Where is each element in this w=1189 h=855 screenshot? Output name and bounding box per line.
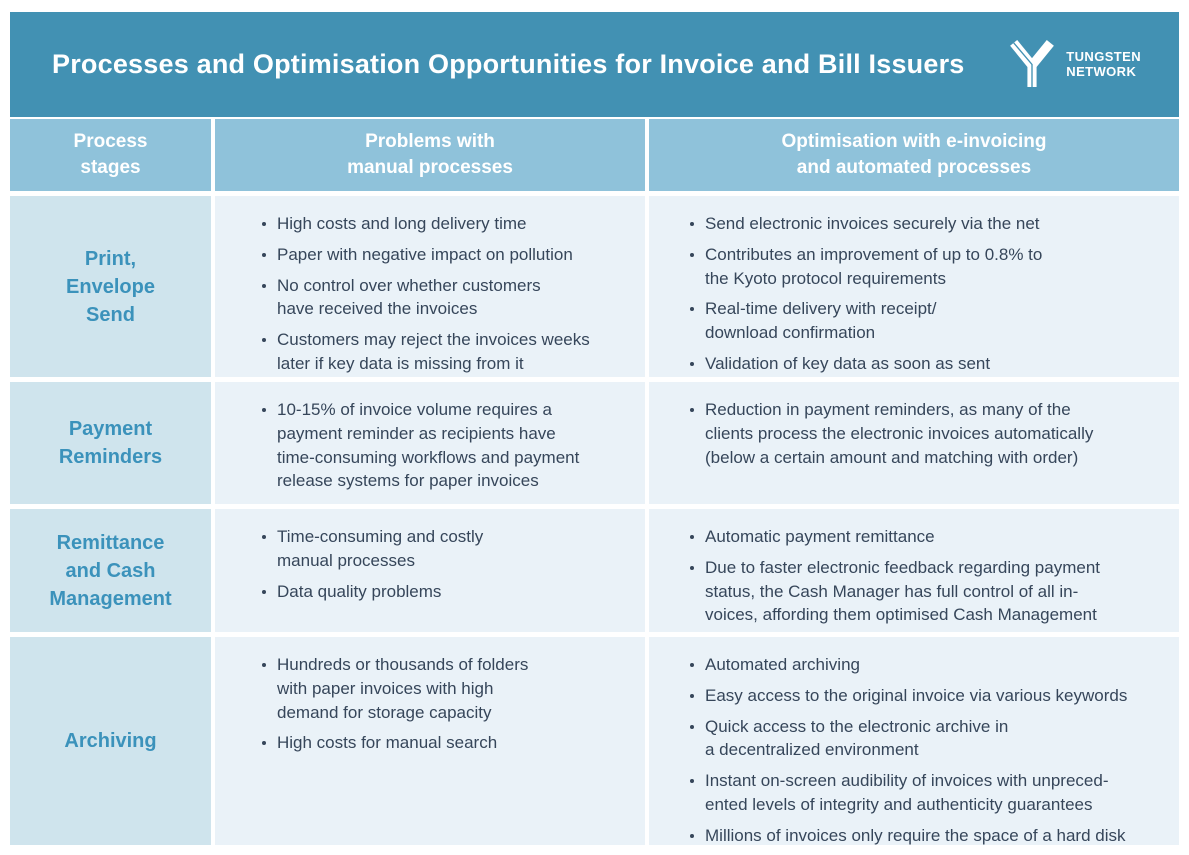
list-item: High costs and long delivery time	[261, 212, 633, 236]
list-item: Due to faster electronic feedback regard…	[689, 556, 1167, 627]
optimisation-cell-print: Send electronic invoices securely via th…	[649, 196, 1179, 377]
problems-cell-archiving: Hundreds or thousands of folders with pa…	[215, 637, 645, 845]
optimisation-cell-payment-reminders: Reduction in payment reminders, as many …	[649, 382, 1179, 504]
logo-wordmark: TUNGSTEN NETWORK	[1066, 50, 1141, 79]
bullet-list: Time-consuming and costly manual process…	[261, 525, 633, 603]
list-item: Time-consuming and costly manual process…	[261, 525, 633, 573]
optimisation-cell-remittance: Automatic payment remittance Due to fast…	[649, 509, 1179, 632]
bullet-list: 10-15% of invoice volume requires a paym…	[261, 398, 633, 493]
bullet-list: Reduction in payment reminders, as many …	[689, 398, 1167, 469]
logo-line-1: TUNGSTEN	[1066, 49, 1141, 65]
bullet-list: High costs and long delivery time Paper …	[261, 212, 633, 376]
stage-cell-archiving: Archiving	[10, 637, 211, 845]
problems-cell-print: High costs and long delivery time Paper …	[215, 196, 645, 377]
stage-cell-print-envelope-send: Print, Envelope Send	[10, 196, 211, 377]
list-item: 10-15% of invoice volume requires a paym…	[261, 398, 633, 493]
problems-cell-remittance: Time-consuming and costly manual process…	[215, 509, 645, 632]
list-item: Quick access to the electronic archive i…	[689, 715, 1167, 763]
list-item: Paper with negative impact on pollution	[261, 243, 633, 267]
problems-cell-payment-reminders: 10-15% of invoice volume requires a paym…	[215, 382, 645, 504]
column-header-optimisation: Optimisation with e-invoicing and automa…	[649, 119, 1179, 191]
bullet-list: Hundreds or thousands of folders with pa…	[261, 653, 633, 755]
page-title: Processes and Optimisation Opportunities…	[52, 49, 965, 79]
list-item: Data quality problems	[261, 580, 633, 604]
tungsten-y-icon	[1007, 34, 1057, 95]
bullet-list: Automated archiving Easy access to the o…	[689, 653, 1167, 848]
list-item: Millions of invoices only require the sp…	[689, 824, 1167, 848]
list-item: Easy access to the original invoice via …	[689, 684, 1167, 708]
stage-cell-payment-reminders: Payment Reminders	[10, 382, 211, 504]
logo-line-2: NETWORK	[1066, 63, 1137, 79]
list-item: Instant on-screen audibility of invoices…	[689, 769, 1167, 817]
column-header-problems: Problems with manual processes	[215, 119, 645, 191]
stage-cell-remittance-cash-management: Remittance and Cash Management	[10, 509, 211, 632]
list-item: No control over whether customers have r…	[261, 274, 633, 322]
list-item: Validation of key data as soon as sent	[689, 352, 1167, 376]
tungsten-network-logo: TUNGSTEN NETWORK	[1007, 34, 1141, 95]
column-header-process-stages: Process stages	[10, 119, 211, 191]
bullet-list: Automatic payment remittance Due to fast…	[689, 525, 1167, 627]
list-item: Hundreds or thousands of folders with pa…	[261, 653, 633, 724]
infographic-table: Processes and Optimisation Opportunities…	[10, 12, 1179, 845]
list-item: Real-time delivery with receipt/ downloa…	[689, 297, 1167, 345]
list-item: Contributes an improvement of up to 0.8%…	[689, 243, 1167, 291]
bullet-list: Send electronic invoices securely via th…	[689, 212, 1167, 376]
list-item: Send electronic invoices securely via th…	[689, 212, 1167, 236]
list-item: Automated archiving	[689, 653, 1167, 677]
list-item: High costs for manual search	[261, 731, 633, 755]
list-item: Automatic payment remittance	[689, 525, 1167, 549]
list-item: Reduction in payment reminders, as many …	[689, 398, 1167, 469]
title-bar: Processes and Optimisation Opportunities…	[10, 12, 1179, 117]
optimisation-cell-archiving: Automated archiving Easy access to the o…	[649, 637, 1179, 845]
list-item: Customers may reject the invoices weeks …	[261, 328, 633, 376]
process-table: Process stages Problems with manual proc…	[10, 119, 1179, 845]
